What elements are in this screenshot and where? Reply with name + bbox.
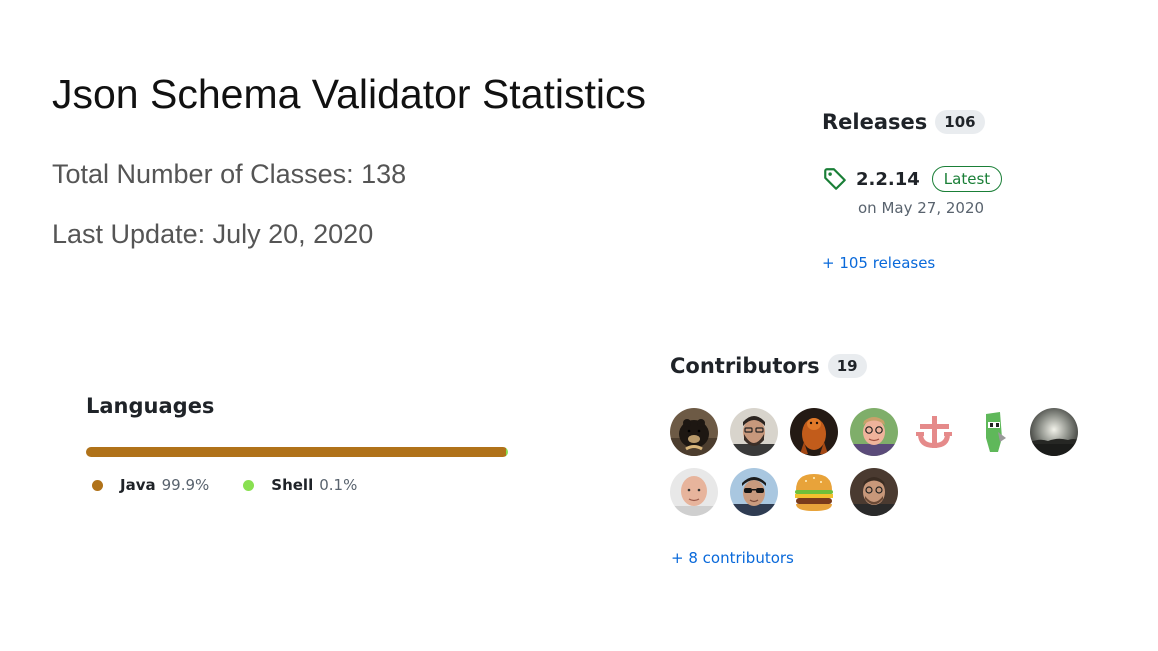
language-percent: 0.1% bbox=[319, 476, 358, 494]
language-bar-shell[interactable] bbox=[506, 447, 508, 457]
languages-header: Languages bbox=[86, 394, 214, 418]
releases-heading[interactable]: Releases bbox=[822, 110, 928, 134]
man-glasses-photo-avatar[interactable] bbox=[850, 408, 898, 456]
page-title: Json Schema Validator Statistics bbox=[52, 71, 646, 117]
language-item-shell[interactable]: Shell 0.1% bbox=[243, 476, 357, 494]
latest-release[interactable]: 2.2.14 Latest bbox=[822, 166, 1003, 192]
tag-icon bbox=[822, 166, 848, 192]
language-legend: Java 99.9% Shell 0.1% bbox=[92, 476, 391, 494]
release-date: on May 27, 2020 bbox=[858, 199, 985, 217]
language-bar bbox=[86, 447, 508, 457]
java-color-dot bbox=[92, 479, 103, 491]
releases-header: Releases 106 bbox=[822, 110, 985, 134]
burger-emoji-avatar[interactable] bbox=[790, 468, 838, 516]
shell-color-dot bbox=[243, 479, 255, 491]
last-update-stat: Last Update: July 20, 2020 bbox=[52, 219, 374, 249]
man-sunglasses-photo-avatar[interactable] bbox=[730, 468, 778, 516]
man-portrait-photo-avatar[interactable] bbox=[850, 468, 898, 516]
language-name: Shell bbox=[271, 476, 314, 494]
carved-figure-photo-avatar[interactable] bbox=[790, 408, 838, 456]
bald-man-photo-avatar[interactable] bbox=[670, 468, 718, 516]
green-knight-icon-avatar[interactable] bbox=[970, 408, 1018, 456]
language-bar-java[interactable] bbox=[86, 447, 506, 457]
more-releases-link[interactable]: + 105 releases bbox=[822, 254, 936, 272]
pink-anchor-logo-avatar[interactable] bbox=[910, 408, 958, 456]
sun-bear-photo-avatar[interactable] bbox=[670, 408, 718, 456]
cloudy-sky-photo-avatar[interactable] bbox=[1030, 408, 1078, 456]
contributors-counter: 19 bbox=[827, 354, 867, 378]
release-version-link[interactable]: 2.2.14 bbox=[856, 168, 920, 190]
language-percent: 99.9% bbox=[161, 476, 210, 494]
contributors-header: Contributors 19 bbox=[670, 354, 867, 378]
total-classes-stat: Total Number of Classes: 138 bbox=[52, 159, 407, 189]
language-item-java[interactable]: Java 99.9% bbox=[92, 476, 209, 494]
contributors-heading[interactable]: Contributors bbox=[670, 354, 820, 378]
languages-heading: Languages bbox=[86, 394, 215, 418]
releases-counter: 106 bbox=[935, 110, 985, 134]
language-name: Java bbox=[120, 476, 156, 494]
more-contributors-link[interactable]: + 8 contributors bbox=[671, 549, 794, 567]
bearded-man-photo-avatar[interactable] bbox=[730, 408, 778, 456]
latest-badge: Latest bbox=[931, 166, 1003, 192]
